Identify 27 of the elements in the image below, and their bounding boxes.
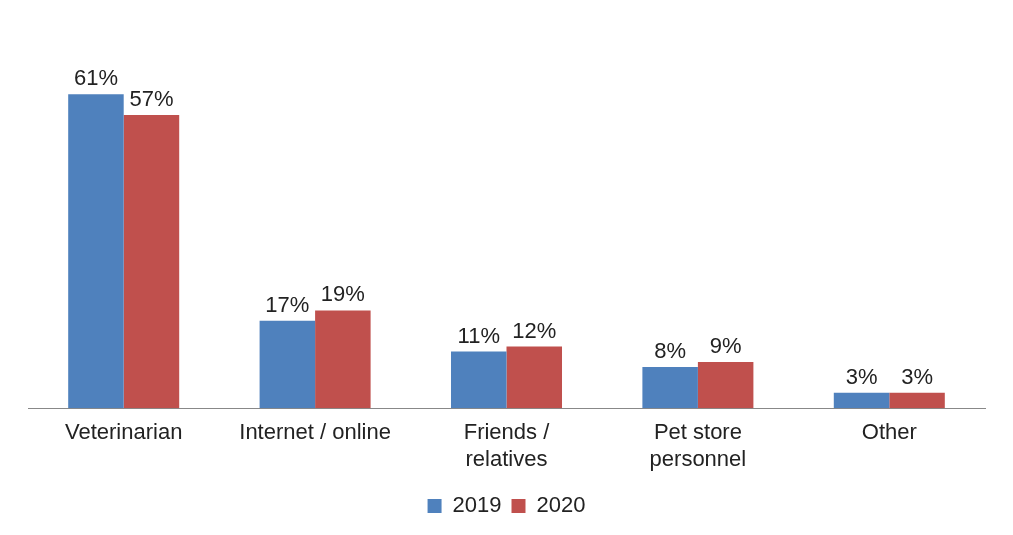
x-tick-label: Friends / relatives [463,419,551,471]
bar [450,351,507,409]
legend-label: 2019 [452,492,502,518]
data-label: 3% [845,363,878,389]
data-label: 17% [265,291,310,317]
bar [697,361,754,409]
data-label: 8% [654,338,687,364]
data-label: 3% [901,363,933,389]
legend-label: 2020 [536,492,586,518]
x-tick-label: Veterinarian [64,419,183,445]
x-tick-label: Internet / online [239,419,391,445]
bar [833,392,890,409]
x-tick-label: Pet store personnel [649,419,747,471]
bar [642,367,698,409]
data-label: 57% [129,85,174,111]
data-label: 11% [457,322,500,348]
data-label: 61% [73,65,118,91]
bar [506,346,563,409]
data-label: 12% [512,317,557,343]
data-label: 19% [320,281,365,307]
bar [315,310,371,409]
bar [889,392,945,409]
bar [259,320,316,409]
x-tick-label: Other [861,419,917,445]
data-label: 9% [709,332,742,358]
bar [123,114,180,409]
bar [68,94,124,409]
